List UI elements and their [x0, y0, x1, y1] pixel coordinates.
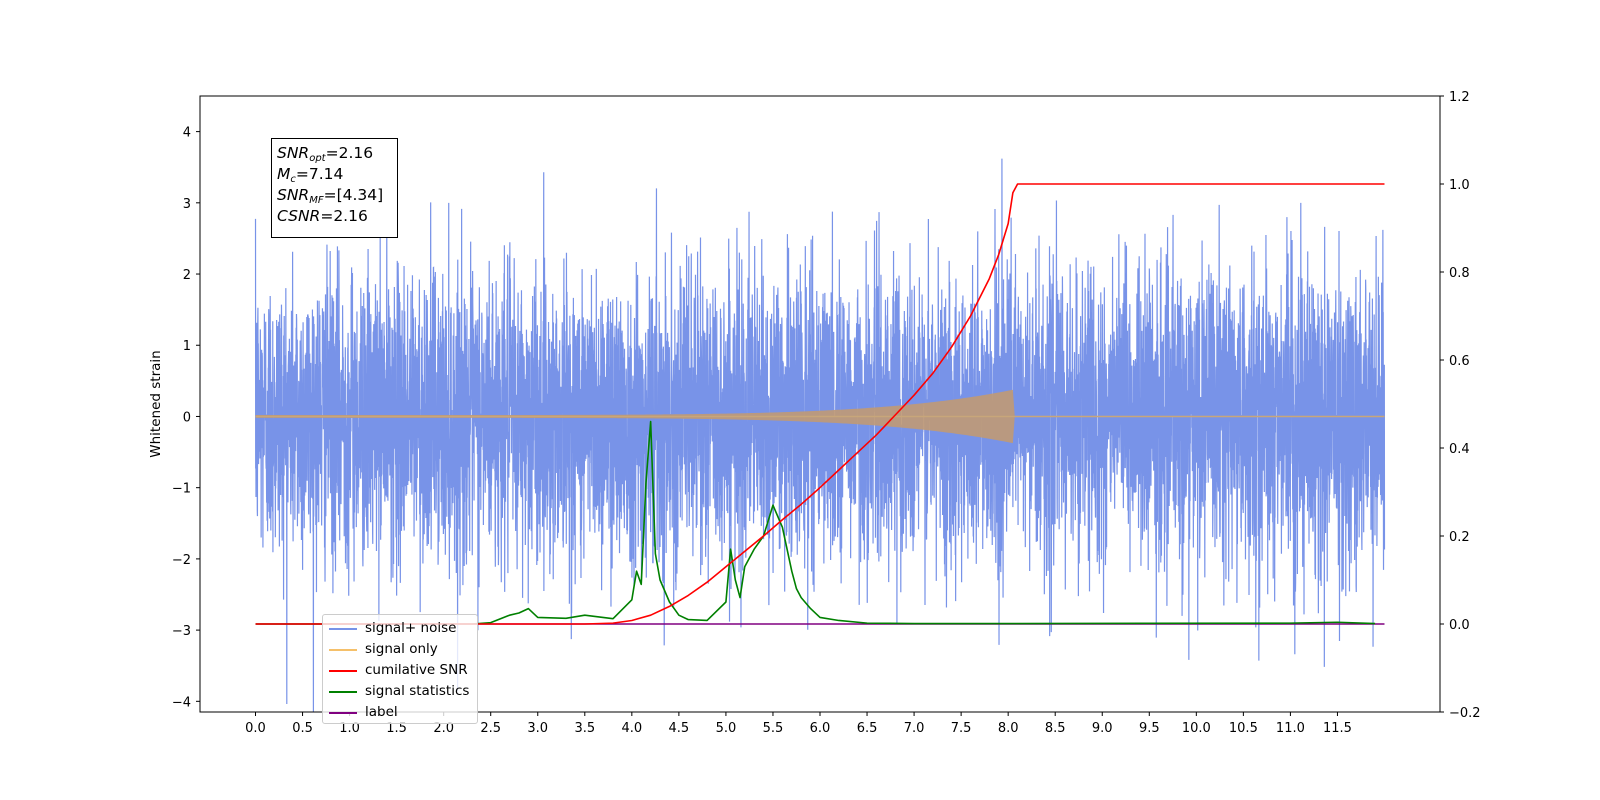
- csnr-annotation: CSNR=2.16: [277, 207, 368, 225]
- x-tick-label: 2.0: [433, 721, 454, 736]
- x-tick-label: 4.5: [669, 721, 690, 736]
- legend-swatch: [329, 712, 357, 714]
- y-right-tick-label: −0.2: [1449, 706, 1481, 721]
- legend-item-signal-statistics: signal statistics: [323, 681, 477, 702]
- legend-item-signal-only: signal only: [323, 639, 477, 660]
- legend-item-cumulative-snr: cumilative SNR: [323, 660, 477, 681]
- y-tick-label: −3: [172, 624, 191, 639]
- y-right-tick-label: 0.0: [1449, 618, 1470, 633]
- y-right-tick-label: 0.8: [1449, 266, 1470, 281]
- x-tick-label: 1.5: [386, 721, 407, 736]
- x-tick-label: 6.0: [810, 721, 831, 736]
- legend-swatch: [329, 649, 357, 651]
- x-tick-label: 10.5: [1229, 721, 1258, 736]
- series-cumulative-snr: [255, 183, 1385, 625]
- x-tick-label: 4.0: [621, 721, 642, 736]
- x-tick-label: 9.5: [1139, 721, 1160, 736]
- snr-opt-annotation: SNRopt=2.16: [277, 144, 374, 164]
- x-tick-label: 7.5: [951, 721, 972, 736]
- y-tick-label: 3: [183, 197, 191, 212]
- y-right-tick-label: 0.4: [1449, 442, 1470, 457]
- x-tick-label: 0.0: [245, 721, 266, 736]
- y-axis-label: Whitened strain: [148, 350, 164, 457]
- legend-swatch: [329, 670, 357, 672]
- y-tick-label: −2: [172, 553, 191, 568]
- legend-swatch: [329, 628, 357, 630]
- y-tick-label: 1: [183, 339, 191, 354]
- x-tick-label: 8.0: [998, 721, 1019, 736]
- legend: signal+ noise signal only cumilative SNR…: [322, 614, 478, 724]
- x-tick-label: 5.0: [716, 721, 737, 736]
- legend-item-label: label: [323, 702, 477, 723]
- y-tick-label: −4: [172, 695, 191, 710]
- legend-item-signal-noise: signal+ noise: [323, 618, 477, 639]
- snr-mf-annotation: SNRMF=[4.34]: [277, 186, 384, 206]
- y-right-tick-label: 0.2: [1449, 530, 1470, 545]
- y-tick-label: 2: [183, 268, 191, 283]
- y-tick-label: 4: [183, 126, 191, 141]
- y-tick-label: 0: [183, 410, 191, 425]
- series-signal-statistics: [255, 420, 1376, 625]
- x-tick-label: 5.5: [763, 721, 784, 736]
- y-right-tick-label: 0.6: [1449, 354, 1470, 369]
- x-tick-label: 9.0: [1092, 721, 1113, 736]
- x-tick-label: 1.0: [339, 721, 360, 736]
- x-tick-label: 10.0: [1182, 721, 1211, 736]
- x-tick-label: 11.0: [1276, 721, 1305, 736]
- y-tick-label: −1: [172, 482, 191, 497]
- x-tick-label: 0.5: [292, 721, 313, 736]
- x-tick-label: 2.5: [480, 721, 501, 736]
- x-tick-label: 6.5: [857, 721, 878, 736]
- x-tick-label: 11.5: [1323, 721, 1352, 736]
- x-tick-label: 7.0: [904, 721, 925, 736]
- x-tick-label: 3.0: [527, 721, 548, 736]
- y-right-tick-label: 1.2: [1449, 90, 1470, 105]
- x-axis: 0.0 0.5 1.0 1.5 2.0 2.5 3.0 3.5 4.0 4.5 5.0 5.5 6.0 6…: [245, 712, 1352, 736]
- snr-annotation-box: SNRopt=2.16 Mc=7.14 SNRMF=[4.34] CSNR=2.…: [271, 138, 398, 238]
- x-tick-label: 3.5: [574, 721, 595, 736]
- legend-swatch: [329, 691, 357, 693]
- y-axis-left: 4 3 2 1 0 −1 −2 −3 −4: [172, 126, 200, 710]
- y-right-tick-label: 1.0: [1449, 178, 1470, 193]
- chirp-mass-annotation: Mc=7.14: [277, 165, 344, 185]
- y-axis-right: 1.2 1.0 0.8 0.6 0.4 0.2 0.0 −0.2: [1440, 90, 1481, 721]
- x-tick-label: 8.5: [1045, 721, 1066, 736]
